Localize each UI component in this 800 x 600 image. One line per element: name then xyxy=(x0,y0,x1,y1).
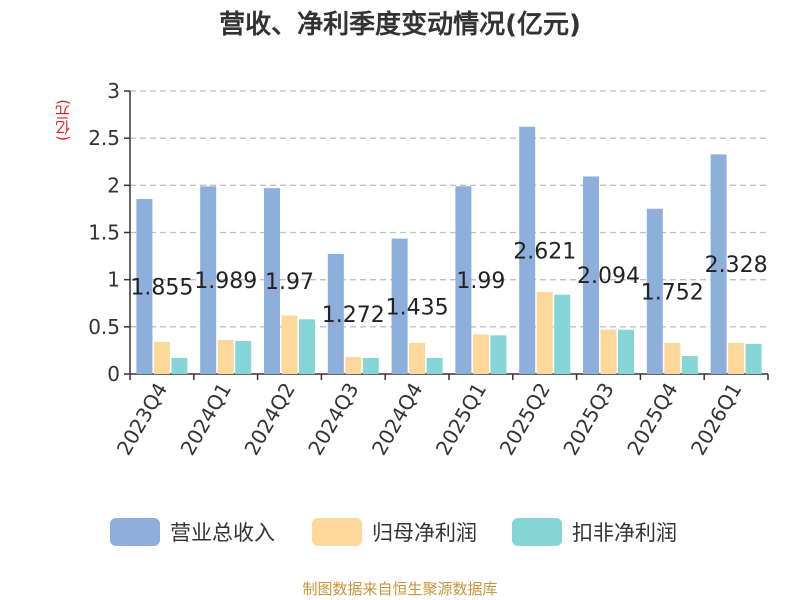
x-tick-label: 2024Q3 xyxy=(303,379,363,460)
x-tick-label: 2024Q1 xyxy=(176,379,236,460)
y-tick-label: 0.5 xyxy=(88,315,120,339)
y-tick-label: 2.5 xyxy=(88,126,120,150)
revenue-bar xyxy=(391,238,408,374)
y-tick-label: 2 xyxy=(107,173,120,197)
deducted-net-profit-bar xyxy=(171,357,188,374)
chart-title: 营收、净利季度变动情况(亿元) xyxy=(219,10,581,40)
net-profit-bar xyxy=(153,341,170,374)
net-profit-bar xyxy=(345,357,362,374)
legend-swatch-revenue xyxy=(110,518,160,546)
x-tick-label: 2024Q4 xyxy=(367,379,427,460)
deducted-net-profit-bar xyxy=(554,294,571,374)
net-profit-bar xyxy=(409,342,426,374)
net-profit-bar xyxy=(728,342,745,374)
legend-label-net-profit: 归母净利润 xyxy=(372,521,477,545)
data-source-note: 制图数据来自恒生聚源数据库 xyxy=(302,580,498,598)
x-tick-label: 2025Q4 xyxy=(622,379,682,460)
revenue-bar xyxy=(519,126,536,374)
legend-label-deducted-net-profit: 扣非净利润 xyxy=(572,521,677,545)
revenue-bar xyxy=(264,188,280,374)
data-label: 1.99 xyxy=(456,269,505,294)
data-label: 2.621 xyxy=(513,239,576,264)
revenue-bar xyxy=(327,254,344,374)
y-tick-label: 1.5 xyxy=(88,221,120,245)
net-profit-bar xyxy=(217,340,234,374)
net-profit-bar xyxy=(664,342,681,374)
deducted-net-profit-bar xyxy=(362,357,379,374)
legend-item-net-profit[interactable]: 归母净利润 xyxy=(312,516,477,548)
deducted-net-profit-bar xyxy=(681,356,698,374)
legend-item-deducted-net-profit[interactable]: 扣非净利润 xyxy=(512,516,677,548)
deducted-net-profit-bar xyxy=(618,329,634,374)
revenue-bar xyxy=(646,208,663,374)
data-label: 1.752 xyxy=(641,280,704,305)
x-tick-label: 2025Q3 xyxy=(558,379,618,460)
legend-swatch-net-profit xyxy=(312,518,362,546)
deducted-net-profit-bar xyxy=(745,343,762,374)
legend-swatch-deducted-net-profit xyxy=(512,518,562,546)
net-profit-bar xyxy=(536,291,553,374)
legend-item-revenue[interactable]: 营业总收入 xyxy=(110,516,275,548)
revenue-bar xyxy=(455,186,472,374)
deducted-net-profit-bar xyxy=(235,340,252,374)
x-tick-label: 2023Q4 xyxy=(112,379,172,460)
deducted-net-profit-bar xyxy=(426,357,443,374)
data-label: 1.97 xyxy=(265,270,314,295)
legend-label-revenue: 营业总收入 xyxy=(170,521,275,545)
revenue-bar xyxy=(136,199,153,374)
revenue-bar xyxy=(200,186,217,374)
data-label: 1.435 xyxy=(386,295,449,320)
revenue-bar xyxy=(583,176,599,374)
data-label: 2.094 xyxy=(577,264,640,289)
data-label: 2.328 xyxy=(705,253,768,278)
net-profit-bar xyxy=(281,315,298,374)
net-profit-bar xyxy=(600,329,617,374)
y-tick-label: 1 xyxy=(107,268,120,292)
x-tick-label: 2025Q2 xyxy=(495,379,555,460)
x-tick-label: 2025Q1 xyxy=(431,379,491,460)
revenue-bar xyxy=(710,154,727,374)
data-label: 1.855 xyxy=(130,276,193,301)
x-tick-label: 2026Q1 xyxy=(686,379,746,460)
data-label: 1.989 xyxy=(194,269,257,294)
deducted-net-profit-bar xyxy=(299,319,315,374)
net-profit-bar xyxy=(472,334,489,374)
y-tick-label: 3 xyxy=(107,79,120,103)
data-label: 1.272 xyxy=(322,303,385,328)
deducted-net-profit-bar xyxy=(490,335,507,374)
y-tick-label: 0 xyxy=(107,362,120,386)
x-tick-label: 2024Q2 xyxy=(239,379,299,460)
